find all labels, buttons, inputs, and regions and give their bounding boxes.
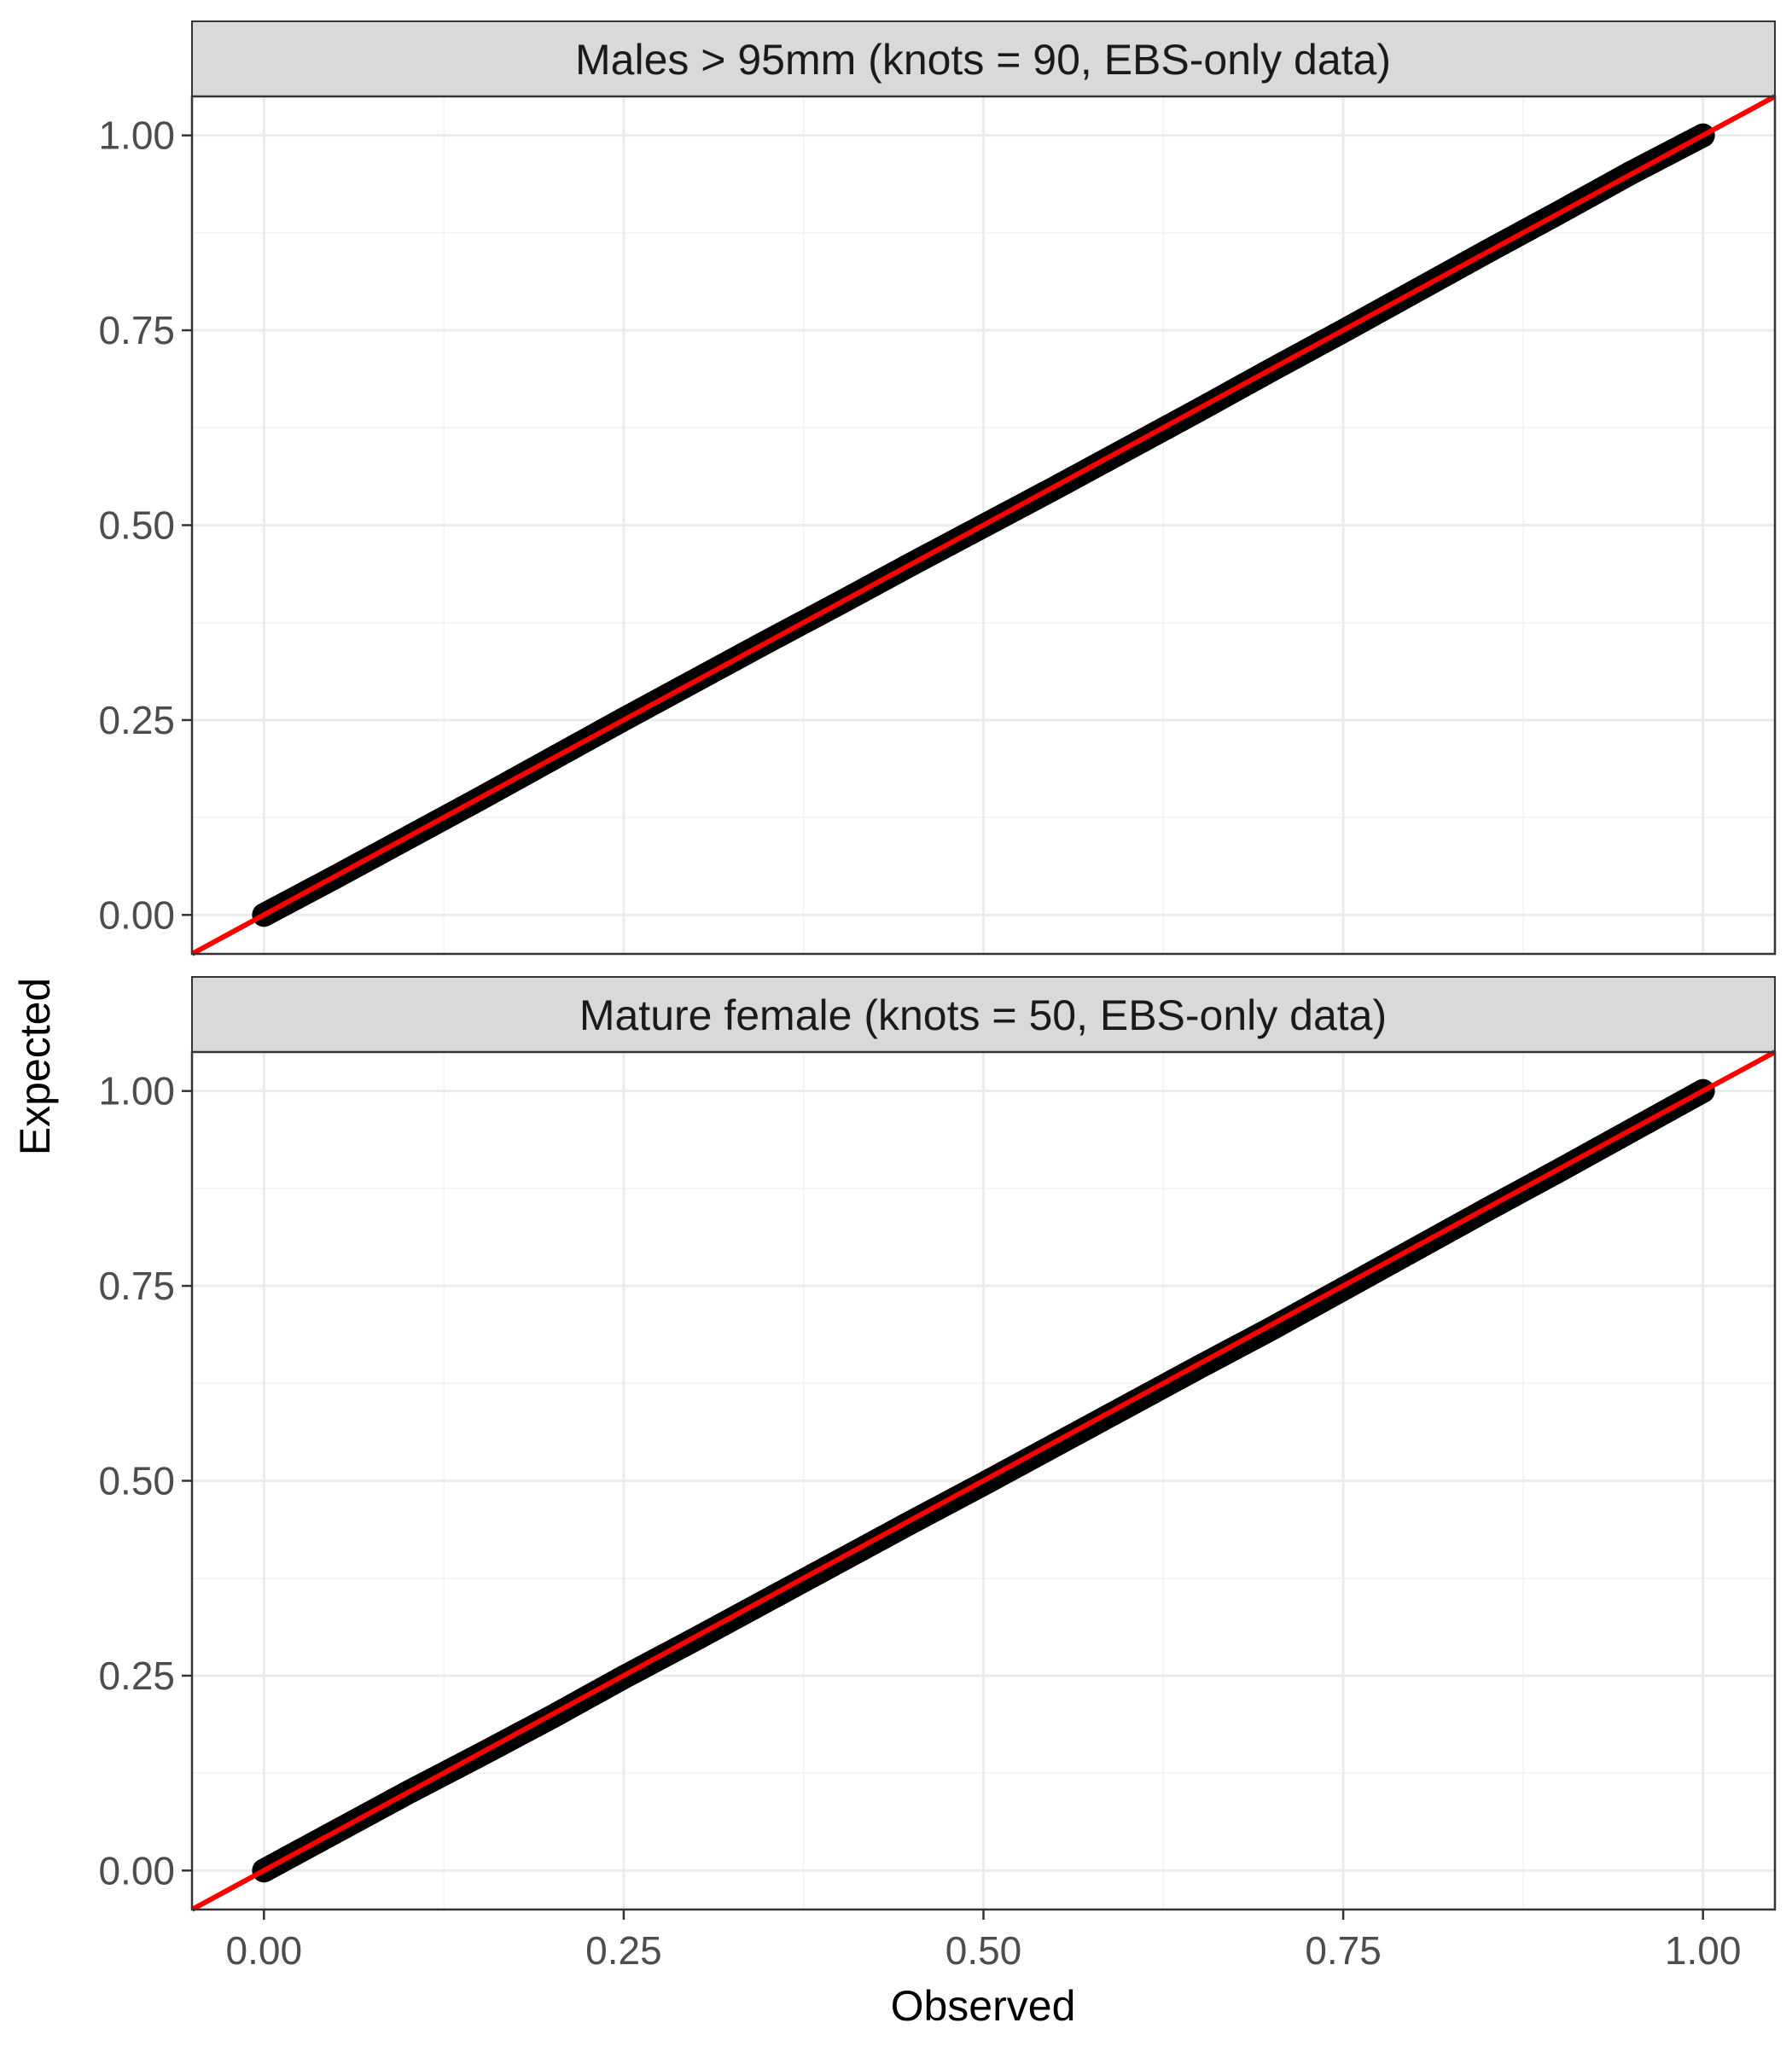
x-axis-title: Observed (891, 1982, 1076, 2030)
y-tick-label: 0.25 (98, 698, 175, 742)
y-tick-label: 0.75 (98, 1264, 175, 1308)
panel-border (190, 95, 1777, 956)
panel-2-title: Mature female (knots = 50, EBS-only data… (579, 991, 1387, 1039)
reference-line (190, 1049, 1777, 1912)
panel-2-plot-area: 0.00 0.25 0.50 0.75 1.00 (98, 1049, 1777, 1912)
y-tick-label: 0.25 (98, 1654, 175, 1698)
x-tick-label: 1.00 (1665, 1928, 1742, 1973)
x-tick-label: 0.25 (585, 1928, 662, 1973)
panel-1-title: Males > 95mm (knots = 90, EBS-only data) (575, 36, 1391, 84)
panel-2: Mature female (knots = 50, EBS-only data… (98, 976, 1777, 1912)
reference-line (190, 94, 1777, 956)
panel-1-plot-area: 0.00 0.25 0.50 0.75 1.00 (98, 94, 1777, 956)
y-axis-title: Expected (11, 978, 59, 1155)
x-tick-label: 0.00 (226, 1928, 303, 1973)
y-tick-label: 1.00 (98, 113, 175, 158)
y-tick-label: 1.00 (98, 1069, 175, 1113)
y-tick-label: 0.50 (98, 1459, 175, 1503)
y-tick-label: 0.75 (98, 308, 175, 352)
x-tick-labels: 0.00 0.25 0.50 0.75 1.00 (226, 1910, 1742, 1973)
y-tick-label: 0.00 (98, 892, 175, 937)
panel-1: Males > 95mm (knots = 90, EBS-only data)… (98, 20, 1777, 956)
x-tick-label: 0.75 (1305, 1928, 1382, 1973)
y-tick-label: 0.00 (98, 1848, 175, 1892)
panel-2-strip (191, 976, 1776, 1053)
y-tick-label: 0.50 (98, 503, 175, 548)
x-tick-label: 0.50 (945, 1928, 1022, 1973)
panel-1-strip (191, 20, 1776, 97)
